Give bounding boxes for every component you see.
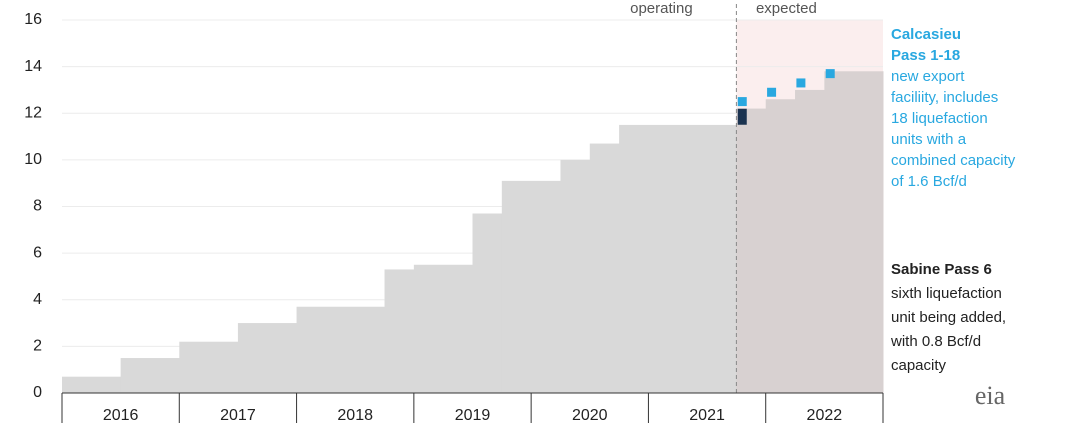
x-tick-label: 2016 [103, 407, 139, 424]
region-label: expected [756, 0, 817, 17]
y-tick-label: 8 [33, 198, 42, 215]
step [179, 341, 239, 393]
marker [737, 108, 747, 125]
y-tick-label: 4 [33, 291, 42, 308]
step [736, 108, 767, 394]
annotation: Sabine Pass 6 [891, 261, 992, 278]
step [795, 89, 825, 393]
annotation: 18 liquefaction [891, 110, 988, 127]
annotation: combined capacity [891, 152, 1016, 169]
annotation: sixth liquefaction [891, 285, 1002, 302]
annotation: Calcasieu [891, 26, 961, 43]
region-label: operating [630, 0, 693, 17]
step [765, 99, 796, 393]
annotation: unit being added, [891, 309, 1006, 326]
annotation: of 1.6 Bcf/d [891, 173, 967, 190]
x-tick-label: 2017 [220, 407, 256, 424]
annotation: faciliity, includes [891, 89, 998, 106]
x-tick-label: 2020 [572, 407, 608, 424]
marker [796, 78, 806, 88]
step [296, 306, 386, 393]
x-tick-label: 2018 [337, 407, 373, 424]
step [589, 143, 620, 393]
step [120, 358, 180, 393]
marker [767, 87, 777, 97]
y-tick-label: 16 [24, 11, 42, 28]
y-tick-label: 6 [33, 244, 42, 261]
x-tick-label: 2021 [689, 407, 725, 424]
step [619, 124, 737, 393]
y-tick-label: 0 [33, 384, 42, 401]
marker [737, 97, 747, 107]
logo: eia [975, 381, 1006, 410]
y-tick-label: 14 [24, 58, 42, 75]
marker [825, 69, 835, 79]
step [384, 269, 415, 393]
step [237, 323, 298, 393]
x-tick-label: 2022 [807, 407, 843, 424]
step [472, 213, 503, 393]
annotation: units with a [891, 131, 967, 148]
annotation: with 0.8 Bcf/d [890, 333, 981, 350]
annotation: capacity [891, 357, 947, 374]
step [62, 376, 122, 393]
step [501, 180, 561, 393]
y-tick-label: 12 [24, 104, 42, 121]
step [413, 264, 473, 393]
y-tick-label: 10 [24, 151, 42, 168]
step [824, 71, 884, 393]
step [560, 159, 591, 393]
y-tick-label: 2 [33, 338, 42, 355]
annotation: new export [891, 68, 965, 85]
x-tick-label: 2019 [455, 407, 491, 424]
annotation: Pass 1-18 [891, 47, 960, 64]
